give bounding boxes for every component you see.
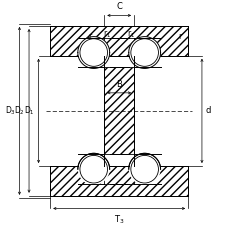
Text: D$_2$: D$_2$ [14, 105, 25, 117]
Text: D$_3$: D$_3$ [5, 105, 16, 117]
Text: d: d [205, 106, 210, 115]
Circle shape [77, 37, 109, 69]
Text: D$_1$: D$_1$ [24, 105, 35, 117]
Circle shape [77, 37, 109, 69]
Circle shape [128, 37, 160, 69]
Text: T$_3$: T$_3$ [113, 213, 124, 226]
Circle shape [80, 155, 107, 183]
Polygon shape [104, 38, 134, 56]
Circle shape [77, 153, 109, 185]
Circle shape [128, 153, 160, 185]
Polygon shape [104, 67, 134, 154]
Text: B: B [116, 80, 122, 89]
Circle shape [130, 39, 158, 66]
Polygon shape [50, 166, 187, 196]
Polygon shape [104, 166, 134, 184]
Text: r$_1$: r$_1$ [103, 29, 111, 40]
Text: r: r [177, 32, 180, 41]
Text: r$_1$: r$_1$ [126, 29, 134, 40]
Circle shape [130, 155, 158, 183]
Text: C: C [116, 2, 122, 11]
Circle shape [128, 37, 160, 69]
Polygon shape [50, 26, 187, 56]
Text: r: r [87, 32, 91, 41]
Circle shape [80, 39, 107, 66]
